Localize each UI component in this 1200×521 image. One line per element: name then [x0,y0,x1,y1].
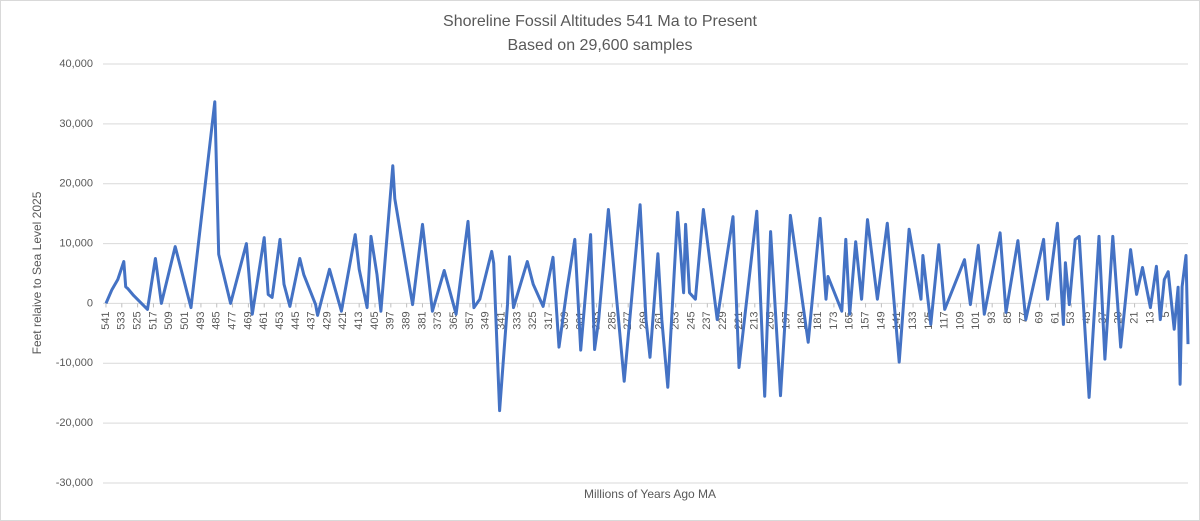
x-axis-title: Millions of Years Ago MA [584,487,716,501]
x-tick-label: 453 [274,311,286,329]
x-tick-label: 397 [385,311,397,329]
x-tick-label: 405 [369,311,381,329]
x-tick-label: 69 [1034,311,1046,323]
y-tick-label: -30,000 [56,477,93,489]
x-tick-label: 413 [353,311,365,329]
x-tick-label: 101 [970,311,982,329]
x-tick-label: 13 [1144,311,1156,323]
x-tick-label: 533 [116,311,128,329]
x-tick-label: 325 [527,311,539,329]
x-tick-label: 445 [290,311,302,329]
x-tick-label: 117 [939,311,951,329]
x-tick-label: 133 [907,311,919,329]
y-tick-label: 20,000 [59,178,93,190]
y-tick-label: -10,000 [56,357,93,369]
x-tick-label: 109 [954,311,966,329]
y-axis-title: Feet relaive to Sea Level 2025 [30,191,44,354]
x-tick-label: 517 [147,311,159,329]
x-tick-label: 61 [1049,311,1061,323]
x-tick-label: 509 [163,311,175,329]
x-tick-label: 349 [480,311,492,329]
data-line [104,100,1190,413]
y-tick-label: -20,000 [56,417,93,429]
x-tick-label: 421 [337,311,349,329]
x-tick-label: 461 [258,311,270,329]
x-tick-label: 469 [242,311,254,329]
x-tick-label: 21 [1128,311,1140,323]
y-tick-label: 10,000 [59,237,93,249]
x-tick-label: 381 [416,311,428,329]
x-tick-label: 85 [1002,311,1014,323]
x-tick-label: 493 [195,311,207,329]
x-tick-label: 149 [875,311,887,329]
x-tick-label: 5 [1160,311,1172,317]
x-tick-label: 389 [401,311,413,329]
x-tick-label: 429 [321,311,333,329]
x-tick-label: 333 [511,311,523,329]
x-tick-label: 173 [828,311,840,329]
x-tick-label: 285 [606,311,618,329]
x-tick-label: 477 [226,311,238,329]
chart-title: Shoreline Fossil Altitudes 541 Ma to Pre… [443,13,758,30]
x-tick-label: 237 [701,311,713,329]
x-tick-label: 245 [685,311,697,329]
x-tick-label: 229 [717,311,729,329]
x-tick-label: 373 [432,311,444,329]
x-tick-label: 93 [986,311,998,323]
y-tick-label: 30,000 [59,118,93,130]
x-tick-label: 317 [543,311,555,329]
x-tick-label: 437 [306,311,318,329]
y-tick-label: 0 [87,297,93,309]
x-tick-label: 165 [844,311,856,329]
x-tick-label: 525 [132,311,144,329]
x-tick-label: 213 [749,311,761,329]
y-tick-label: 40,000 [59,58,93,70]
x-tick-label: 365 [448,311,460,329]
x-tick-label: 485 [211,311,223,329]
x-tick-label: 181 [812,311,824,329]
x-tick-label: 157 [859,311,871,329]
chart-subtitle: Based on 29,600 samples [507,37,692,54]
x-tick-label: 53 [1065,311,1077,323]
x-tick-label: 501 [179,311,191,329]
x-tick-label: 357 [464,311,476,329]
x-tick-label: 541 [100,311,112,329]
